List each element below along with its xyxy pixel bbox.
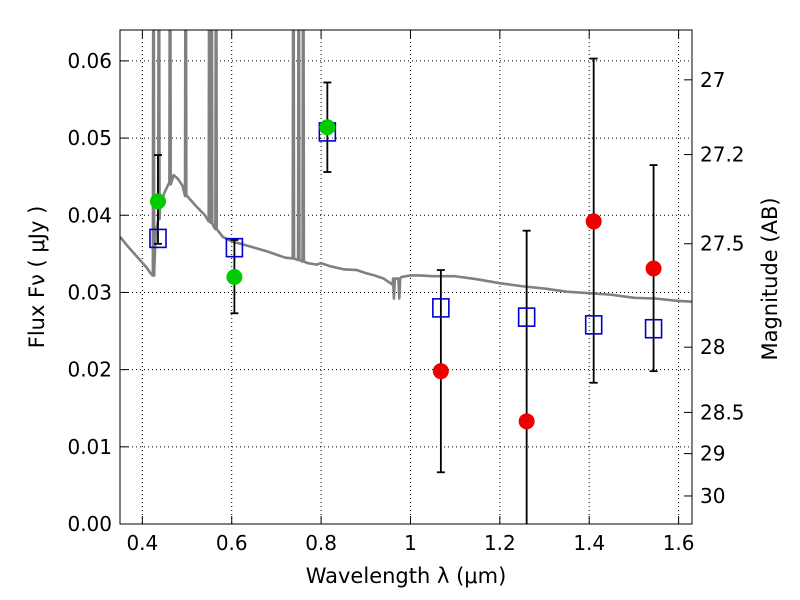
observed-point-green xyxy=(319,119,336,136)
y-tick-label: 0.03 xyxy=(67,280,112,304)
observed-point-red xyxy=(518,413,535,430)
y-tick-label: 0.06 xyxy=(67,49,112,73)
axis-ticks: 0.4 0.6 0.8 1 1.2 1.4 1.6 0.00 0.01 0.02 0.03 0.04 0… xyxy=(67,30,745,555)
model-photometry-square xyxy=(584,315,603,335)
right-tick-label: 27.2 xyxy=(700,143,745,167)
model-photometry-square xyxy=(644,318,663,339)
observed-point-red xyxy=(432,363,449,380)
right-tick-label: 27.5 xyxy=(700,232,745,256)
observed-point-green xyxy=(149,193,166,210)
y-tick-label: 0.02 xyxy=(67,358,112,382)
observed-point-red xyxy=(585,213,602,230)
y-tick-label: 0.01 xyxy=(67,435,112,459)
model-photometry-square xyxy=(517,307,536,327)
y-tick-label: 0.00 xyxy=(67,512,112,536)
x-tick-label: 1.4 xyxy=(573,531,605,555)
plot-frame xyxy=(119,29,693,525)
model-spectrum-line xyxy=(120,30,692,303)
right-tick-label: 28.5 xyxy=(700,400,745,424)
right-tick-label: 27 xyxy=(700,68,725,92)
x-tick-label: 1 xyxy=(404,531,417,555)
observed-point-green xyxy=(226,269,243,285)
right-tick-label: 29 xyxy=(700,442,725,466)
x-tick-label: 1.6 xyxy=(663,531,695,555)
x-axis-label: Wavelength λ (μm) xyxy=(306,564,507,588)
model-photometry-square xyxy=(225,237,244,258)
right-axis-label: Magnitude (AB) xyxy=(758,197,782,360)
y-axis-label: Flux Fν ( μJy ) xyxy=(25,206,49,349)
model-photometry-square xyxy=(432,298,450,318)
right-tick-label: 28 xyxy=(700,335,725,359)
y-tick-label: 0.04 xyxy=(67,203,112,227)
x-tick-label: 0.6 xyxy=(216,531,248,555)
y-tick-label: 0.05 xyxy=(67,126,112,150)
x-tick-label: 1.2 xyxy=(484,531,516,555)
observed-point-red xyxy=(645,260,662,277)
model-photometry-square xyxy=(149,228,167,249)
x-tick-label: 0.4 xyxy=(126,531,158,555)
right-tick-label: 30 xyxy=(700,484,725,508)
plot-area xyxy=(120,30,692,524)
x-tick-label: 0.8 xyxy=(305,531,337,555)
